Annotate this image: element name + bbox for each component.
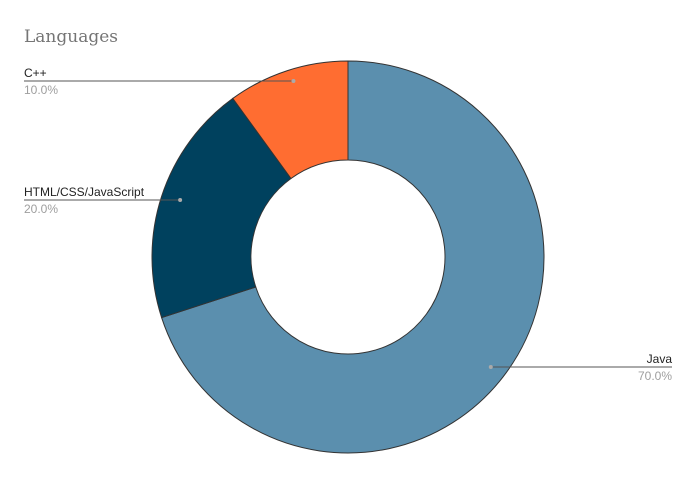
slice-java — [160, 60, 545, 454]
slice-percent-c: 10.0% — [24, 83, 58, 97]
slice-percent-java: 70.0% — [638, 369, 672, 383]
slice-percent-html-css-javascript: 20.0% — [24, 202, 58, 216]
leader-dot-java — [488, 365, 493, 369]
slice-html-css-javascript — [151, 97, 292, 319]
slice-label-html-css-javascript: HTML/CSS/JavaScript — [24, 185, 145, 199]
leader-dot-html-css-javascript — [178, 198, 183, 202]
chart-title: Languages — [24, 27, 118, 47]
leader-dot-c — [291, 79, 296, 83]
slice-label-java: Java — [647, 352, 673, 366]
slice-c — [232, 60, 349, 180]
donut-slices — [151, 60, 545, 454]
slice-labels: Java 70.0% HTML/CSS/JavaScript 20.0% C++ 10.0… — [24, 66, 672, 383]
slice-label-c: C++ — [24, 66, 47, 80]
